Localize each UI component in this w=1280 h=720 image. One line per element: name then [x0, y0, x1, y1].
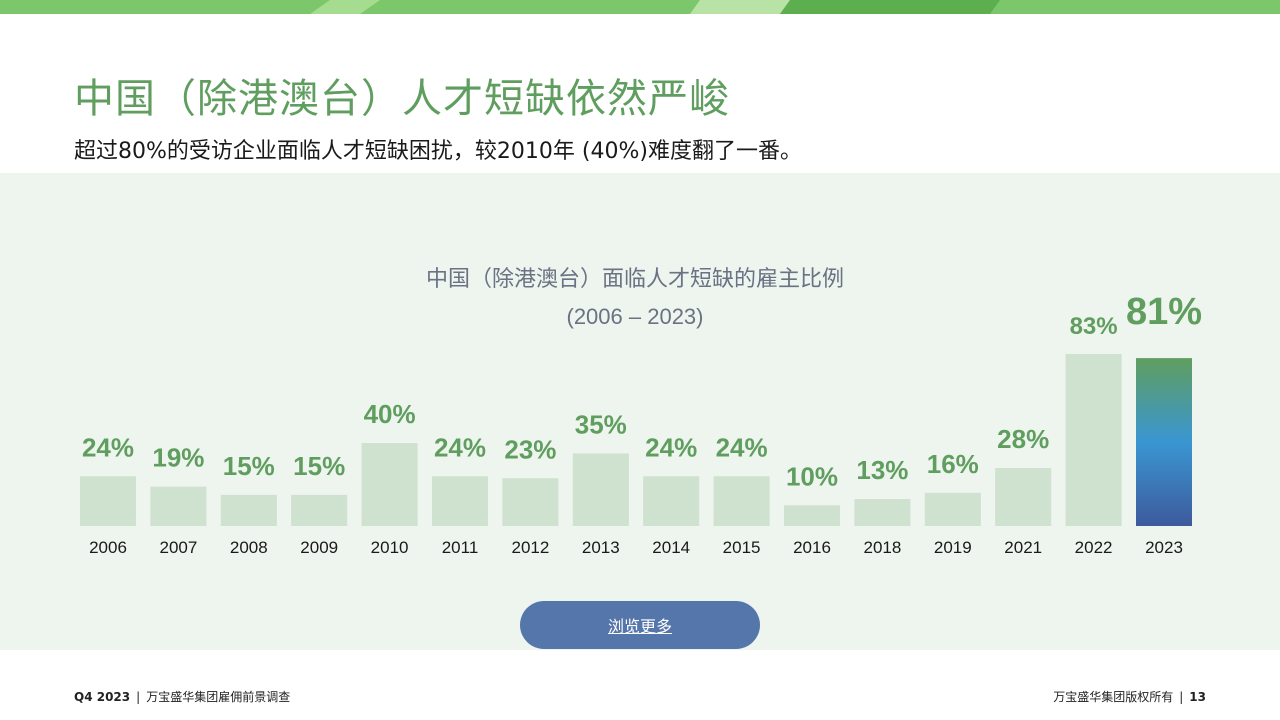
chart-title: 中国（除港澳台）面临人才短缺的雇主比例: [426, 267, 844, 292]
bar-2013: [572, 453, 629, 526]
footer-right: 万宝盛华集团版权所有 | 13: [1053, 690, 1206, 704]
x-tick-2019: 2019: [934, 538, 972, 557]
bar-2023: [1136, 358, 1192, 526]
footer-copyright: 万宝盛华集团版权所有: [1053, 690, 1174, 704]
bar-2019: [924, 492, 981, 526]
data-label-2021: 28%: [997, 424, 1049, 454]
x-tick-2016: 2016: [793, 538, 831, 557]
bar-2014: [643, 476, 700, 526]
x-tick-2006: 2006: [89, 538, 127, 557]
bar-2007: [150, 486, 207, 526]
footer-quarter: Q4 2023: [74, 690, 131, 704]
x-tick-2015: 2015: [723, 538, 761, 557]
browse-more-button[interactable]: 浏览更多: [520, 601, 760, 649]
data-label-2011: 24%: [434, 432, 486, 462]
footer-left: Q4 2023 | 万宝盛华集团雇佣前景调查: [74, 690, 291, 704]
x-tick-2022: 2022: [1075, 538, 1113, 557]
x-tick-2011: 2011: [442, 538, 479, 557]
data-label-2016: 10%: [786, 461, 838, 491]
chart-subtitle: (2006 – 2023): [567, 304, 704, 329]
bar-2010: [361, 443, 418, 526]
data-label-2015: 24%: [716, 432, 768, 462]
x-tick-2021: 2021: [1004, 538, 1042, 557]
x-tick-2008: 2008: [230, 538, 268, 557]
bar-2015: [713, 476, 770, 526]
bar-2006: [80, 476, 136, 526]
bar-2021: [995, 468, 1052, 526]
data-label-2006: 24%: [82, 432, 134, 462]
x-tick-2023: 2023: [1145, 538, 1183, 557]
bar-2011: [432, 476, 488, 526]
footer-survey-name: 万宝盛华集团雇佣前景调查: [146, 690, 291, 704]
bar-2022: [1065, 354, 1122, 526]
x-tick-2018: 2018: [863, 538, 901, 557]
data-label-2010: 40%: [364, 399, 416, 429]
top-decoration-band: [0, 0, 1280, 14]
data-label-2019: 16%: [927, 449, 979, 479]
data-label-2023: 81%: [1126, 291, 1202, 333]
bars-group: 24% 2006 19% 2007 15% 2008 15% 2009 40% 2010 24% 20…: [80, 291, 1202, 557]
x-tick-2012: 2012: [511, 538, 549, 557]
bar-2012: [502, 478, 559, 526]
chart-panel: 中国（除港澳台）面临人才短缺的雇主比例 (2006 – 2023) 24% 200…: [0, 173, 1280, 650]
data-label-2022: 83%: [1070, 313, 1118, 340]
bar-2008: [220, 494, 277, 526]
data-label-2018: 13%: [856, 455, 908, 485]
x-tick-2009: 2009: [300, 538, 338, 557]
page-title: 中国（除港澳台）人才短缺依然严峻: [74, 76, 730, 122]
bar-2009: [291, 494, 348, 526]
bar-2018: [854, 499, 911, 526]
data-label-2009: 15%: [293, 451, 345, 481]
bar-chart: 中国（除港澳台）面临人才短缺的雇主比例 (2006 – 2023) 24% 200…: [80, 267, 1202, 557]
page-number: 13: [1189, 690, 1206, 704]
x-tick-2007: 2007: [159, 538, 197, 557]
data-label-2008: 15%: [223, 451, 275, 481]
data-label-2014: 24%: [645, 432, 697, 462]
data-label-2007: 19%: [152, 443, 204, 473]
x-tick-2010: 2010: [371, 538, 409, 557]
data-label-2013: 35%: [575, 410, 627, 440]
bar-2016: [784, 505, 840, 526]
page-subtitle: 超过80%的受访企业面临人才短缺困扰，较2010年 (40%)难度翻了一番。: [74, 139, 802, 164]
x-tick-2013: 2013: [582, 538, 620, 557]
data-label-2012: 23%: [504, 434, 556, 464]
x-tick-2014: 2014: [652, 538, 690, 557]
